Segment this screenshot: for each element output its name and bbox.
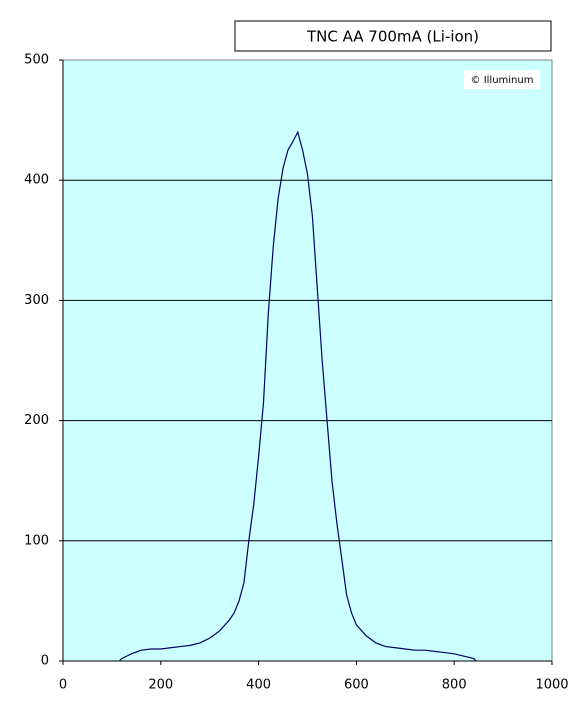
y-tick-label: 100 xyxy=(24,533,49,548)
y-tick-label: 500 xyxy=(24,53,49,68)
y-tick-label: 200 xyxy=(24,413,49,428)
title-box xyxy=(234,20,552,52)
x-tick-label: 600 xyxy=(344,678,369,693)
x-tick-label: 800 xyxy=(442,678,467,693)
data-line xyxy=(118,130,477,662)
plot-area xyxy=(62,59,553,662)
annotation: © Illuminum xyxy=(471,75,534,86)
y-tick-label: 400 xyxy=(24,173,49,188)
annotation-box xyxy=(464,70,540,89)
x-tick-label: 400 xyxy=(246,678,271,693)
chart-title: TNC AA 700mA (Li-ion) xyxy=(306,28,479,46)
x-tick-label: 1000 xyxy=(535,678,568,693)
x-tick-label: 200 xyxy=(148,678,173,693)
x-tick-label: 0 xyxy=(59,678,67,693)
y-tick-label: 300 xyxy=(24,293,49,308)
y-tick-label: 0 xyxy=(41,654,49,669)
